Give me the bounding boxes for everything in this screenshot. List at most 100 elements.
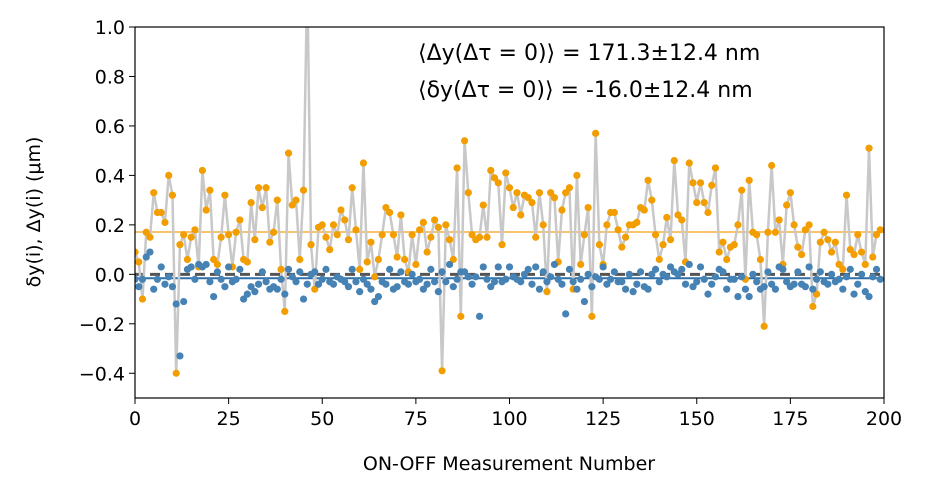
data-point: [468, 280, 476, 288]
data-point: [213, 268, 221, 276]
data-point: [449, 255, 457, 264]
data-point: [146, 233, 154, 241]
data-point: [221, 191, 229, 199]
data-point: [674, 211, 682, 219]
data-point: [595, 275, 603, 283]
data-point: [490, 174, 499, 182]
data-point: [678, 216, 686, 224]
data-point: [329, 221, 338, 229]
plot-frame: [134, 26, 885, 399]
y-axis-label: δy(i), Δy(i) (μm): [23, 137, 45, 288]
data-point: [419, 285, 427, 293]
data-point: [225, 263, 233, 271]
data-point: [794, 268, 802, 276]
data-point: [876, 275, 884, 283]
data-point: [771, 228, 779, 236]
data-point: [213, 260, 221, 269]
data-point: [460, 137, 469, 145]
data-point: [768, 161, 776, 170]
data-point: [277, 265, 285, 273]
data-point: [509, 203, 517, 212]
data-point: [573, 285, 581, 293]
data-point: [760, 283, 768, 291]
data-point: [367, 238, 375, 246]
data-point: [427, 233, 435, 241]
data-point: [180, 297, 188, 306]
data-point: [157, 208, 165, 217]
data-point: [472, 273, 480, 281]
y-tick-label: −0.4: [79, 363, 125, 385]
data-point: [438, 268, 446, 276]
data-point: [311, 268, 319, 276]
data-point: [445, 236, 454, 244]
data-point: [535, 285, 544, 293]
data-point: [468, 231, 476, 239]
data-point: [479, 201, 487, 209]
data-point: [696, 179, 705, 187]
data-point: [153, 275, 162, 283]
data-point: [738, 186, 746, 194]
data-point: [210, 255, 218, 264]
data-point: [299, 186, 308, 194]
data-point: [790, 280, 798, 288]
data-point: [490, 278, 499, 286]
data-point: [183, 255, 192, 264]
data-point: [408, 270, 416, 278]
data-point: [790, 221, 798, 229]
data-point: [498, 241, 506, 249]
data-point: [539, 268, 547, 276]
data-point: [262, 278, 270, 286]
data-point: [663, 273, 671, 281]
data-point: [138, 295, 147, 303]
data-point: [805, 263, 813, 271]
data-point: [262, 184, 270, 192]
data-point: [764, 268, 772, 276]
data-point: [577, 260, 585, 269]
data-point: [854, 280, 862, 288]
data-point: [693, 278, 701, 286]
data-point: [423, 280, 431, 288]
data-point: [176, 352, 184, 360]
data-point: [457, 312, 465, 320]
data-point: [281, 290, 289, 298]
data-point: [292, 278, 300, 286]
data-point: [783, 278, 791, 286]
data-point: [483, 233, 491, 241]
data-point: [266, 238, 274, 246]
data-point: [565, 184, 574, 192]
data-point: [254, 184, 263, 192]
data-point: [187, 263, 195, 271]
data-point: [857, 248, 866, 256]
data-point: [434, 288, 442, 296]
data-point: [528, 280, 536, 288]
data-point: [812, 275, 821, 283]
data-point: [236, 216, 244, 224]
data-point: [824, 236, 832, 244]
data-point: [232, 228, 240, 236]
x-tick-label: 50: [310, 408, 334, 430]
data-point: [314, 280, 323, 288]
data-point: [621, 233, 630, 241]
data-point: [558, 280, 566, 288]
x-tick-label: 100: [491, 408, 527, 430]
data-point: [445, 260, 454, 269]
data-point: [243, 290, 251, 298]
data-point: [644, 176, 652, 184]
data-point: [839, 285, 847, 293]
data-point: [344, 236, 353, 244]
data-point: [258, 268, 266, 276]
data-point: [715, 248, 723, 256]
data-point: [812, 290, 821, 298]
data-point: [621, 285, 630, 293]
data-point: [850, 250, 858, 259]
data-point: [809, 285, 817, 293]
data-point: [827, 270, 836, 278]
data-point: [565, 265, 574, 273]
y-tick-label: 0.8: [95, 66, 125, 88]
data-point: [191, 275, 199, 283]
data-point: [854, 231, 862, 239]
data-point: [292, 196, 300, 204]
data-point: [689, 179, 697, 187]
data-point: [539, 221, 547, 229]
data-point: [296, 255, 304, 264]
